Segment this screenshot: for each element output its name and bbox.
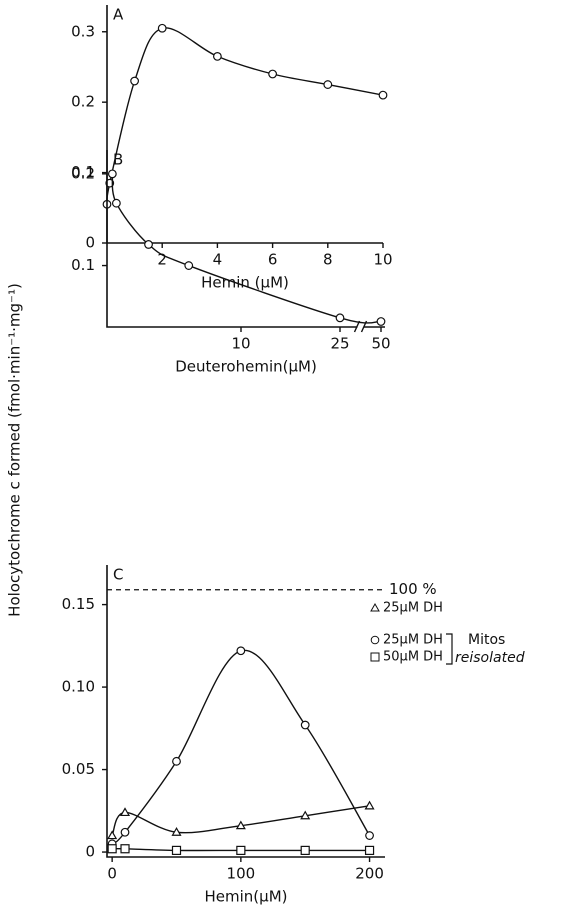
point — [107, 844, 117, 854]
y-tick-label: 0.15 — [62, 595, 95, 613]
x-tick-label: 8 — [323, 251, 333, 269]
series-line — [106, 27, 384, 205]
point — [172, 756, 181, 766]
reference-label: 100 % — [389, 580, 437, 598]
point — [378, 90, 388, 100]
legend-note: Mitos — [468, 632, 505, 648]
x-axis-label: Hemin(μM) — [205, 888, 288, 906]
y-tick-label: 0.10 — [62, 678, 95, 696]
point — [107, 169, 117, 179]
x-tick-label: 50 — [371, 335, 390, 353]
point — [323, 80, 333, 89]
point — [236, 845, 246, 856]
point — [300, 810, 311, 820]
legend-label: 50μM DH — [383, 650, 443, 665]
legend-circle — [370, 635, 380, 645]
point — [144, 240, 153, 249]
axis — [106, 5, 383, 244]
point — [171, 827, 182, 836]
legend-square — [370, 652, 380, 662]
point — [130, 76, 140, 86]
y-tick-label: 0 — [85, 843, 95, 861]
x-tick-label: 25 — [330, 335, 349, 353]
point — [335, 313, 345, 323]
point — [111, 198, 121, 208]
point — [105, 178, 115, 188]
legend-label: 25μM DH — [383, 633, 443, 648]
point — [120, 827, 130, 837]
y-tick-label: 0 — [85, 234, 95, 252]
x-tick-label: 10 — [373, 251, 392, 269]
series-line — [111, 173, 382, 324]
panel-label: B — [113, 151, 123, 169]
point — [171, 845, 182, 856]
x-tick-label: 2 — [157, 251, 167, 269]
point — [364, 845, 375, 856]
x-tick-label: 4 — [213, 251, 223, 269]
legend-note: reisolated — [455, 650, 525, 666]
point — [300, 720, 310, 730]
x-tick-label: 0 — [107, 865, 117, 883]
panel-label: A — [113, 6, 124, 24]
point — [268, 69, 278, 79]
axis — [106, 150, 385, 328]
y-axis-label: Holocytochrome c formed (fmol·min⁻¹·mg⁻¹… — [6, 283, 24, 617]
y-tick-label: 0.2 — [71, 93, 95, 111]
axis-break — [357, 321, 364, 333]
x-axis-label: Hemin (μM) — [201, 274, 289, 292]
panel-label: C — [113, 566, 123, 584]
x-tick-label: 200 — [355, 865, 384, 883]
x-tick-label: 100 — [227, 865, 256, 883]
legend-label: 25μM DH — [383, 601, 443, 616]
y-tick-label: 0.1 — [71, 256, 95, 274]
y-tick-label: 0.2 — [71, 164, 95, 182]
point — [300, 845, 310, 856]
point — [236, 646, 246, 656]
point — [364, 800, 375, 810]
point — [157, 23, 167, 33]
y-tick-label: 0.3 — [71, 22, 95, 40]
series-line — [111, 649, 371, 845]
x-axis-label: Deuterohemin(μM) — [175, 358, 317, 376]
point — [376, 317, 386, 326]
y-tick-label: 0.05 — [62, 760, 95, 778]
legend-triangle — [370, 602, 380, 612]
point — [365, 831, 374, 840]
point — [235, 820, 246, 830]
x-tick-label: 6 — [268, 251, 278, 269]
point — [120, 844, 130, 854]
x-tick-label: 10 — [231, 335, 250, 353]
point — [107, 830, 118, 840]
axis — [106, 565, 385, 858]
legend-bracket — [446, 633, 453, 665]
y-tick-label: 0.1 — [71, 163, 95, 181]
point — [184, 261, 194, 270]
point — [212, 52, 222, 61]
point — [119, 807, 131, 817]
